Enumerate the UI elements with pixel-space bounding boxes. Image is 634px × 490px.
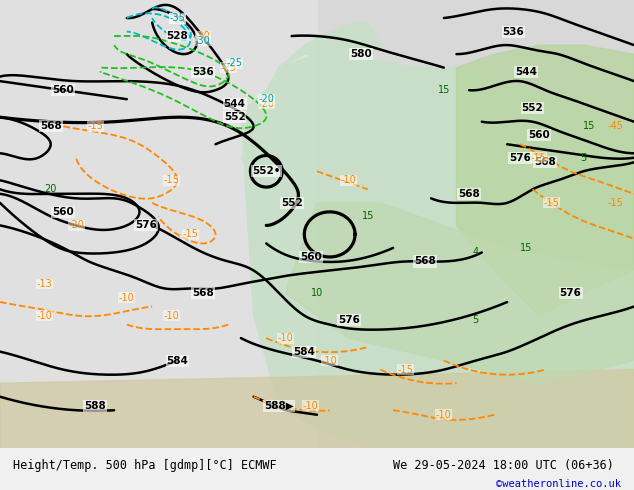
Text: 552: 552 (224, 112, 245, 122)
Text: 568: 568 (414, 256, 436, 267)
Text: 576: 576 (338, 315, 359, 325)
Text: 552•: 552• (252, 166, 280, 176)
Text: 5: 5 (580, 153, 586, 163)
Text: -10: -10 (303, 401, 318, 411)
Text: 588▶: 588▶ (264, 401, 294, 411)
Text: 584: 584 (294, 346, 315, 357)
Text: -30: -30 (195, 36, 210, 46)
Text: -15: -15 (163, 175, 179, 185)
Text: 10: 10 (311, 288, 323, 298)
Text: -20: -20 (68, 220, 84, 230)
Text: We 29-05-2024 18:00 UTC (06+36): We 29-05-2024 18:00 UTC (06+36) (393, 459, 614, 471)
Text: 552: 552 (522, 103, 543, 113)
Text: 568: 568 (40, 121, 61, 131)
Text: 580: 580 (351, 49, 372, 59)
Text: 576: 576 (509, 153, 531, 163)
Text: 15: 15 (437, 85, 450, 95)
Text: 544: 544 (224, 98, 245, 109)
Text: 568: 568 (192, 288, 214, 298)
Text: -15: -15 (398, 365, 414, 375)
Text: -30: -30 (195, 31, 210, 41)
Text: -25: -25 (220, 63, 236, 73)
Bar (0, 0, 317, 451)
Text: -45: -45 (607, 121, 623, 131)
Text: -15: -15 (531, 153, 547, 163)
Polygon shape (241, 135, 273, 167)
Text: 4: 4 (472, 247, 479, 257)
Text: -10: -10 (322, 356, 337, 366)
Text: 576: 576 (560, 288, 581, 298)
Text: -10: -10 (341, 175, 356, 185)
Text: 15: 15 (361, 211, 374, 221)
Text: 15: 15 (583, 121, 596, 131)
Text: -20: -20 (258, 94, 275, 104)
Text: -15: -15 (607, 198, 623, 208)
Text: -10: -10 (436, 410, 451, 420)
Polygon shape (0, 369, 634, 451)
Text: 584: 584 (167, 356, 188, 366)
Polygon shape (279, 23, 380, 68)
Text: ©weatheronline.co.uk: ©weatheronline.co.uk (496, 479, 621, 489)
Text: 5: 5 (472, 315, 479, 325)
Polygon shape (456, 45, 634, 316)
Text: 552: 552 (281, 198, 302, 208)
Text: Height/Temp. 500 hPa [gdmp][°C] ECMWF: Height/Temp. 500 hPa [gdmp][°C] ECMWF (13, 459, 276, 471)
Text: 588: 588 (84, 401, 106, 411)
Text: -13: -13 (37, 279, 52, 289)
Polygon shape (241, 54, 634, 451)
Text: 528: 528 (167, 31, 188, 41)
Text: 560: 560 (53, 207, 74, 217)
Text: -10: -10 (37, 311, 52, 320)
Text: 568: 568 (534, 157, 556, 167)
Text: 560: 560 (53, 85, 74, 95)
Text: -25: -25 (226, 58, 243, 68)
Text: 20: 20 (44, 184, 57, 195)
Text: -35: -35 (169, 13, 186, 23)
Text: 560: 560 (528, 130, 550, 140)
Text: 536: 536 (503, 26, 524, 37)
Text: -20: -20 (258, 98, 275, 109)
Text: 568: 568 (458, 189, 480, 199)
Text: -10: -10 (119, 293, 134, 302)
Text: -15: -15 (543, 198, 560, 208)
Text: 544: 544 (515, 67, 537, 77)
Text: 15: 15 (520, 243, 533, 253)
Polygon shape (285, 203, 634, 383)
Text: -10: -10 (164, 311, 179, 320)
Text: -15: -15 (87, 121, 103, 131)
Text: 560: 560 (300, 252, 321, 262)
Text: 536: 536 (192, 67, 214, 77)
Text: 576: 576 (135, 220, 157, 230)
Text: -15: -15 (182, 229, 198, 240)
Text: -10: -10 (278, 333, 293, 343)
Text: -35: -35 (169, 13, 186, 23)
